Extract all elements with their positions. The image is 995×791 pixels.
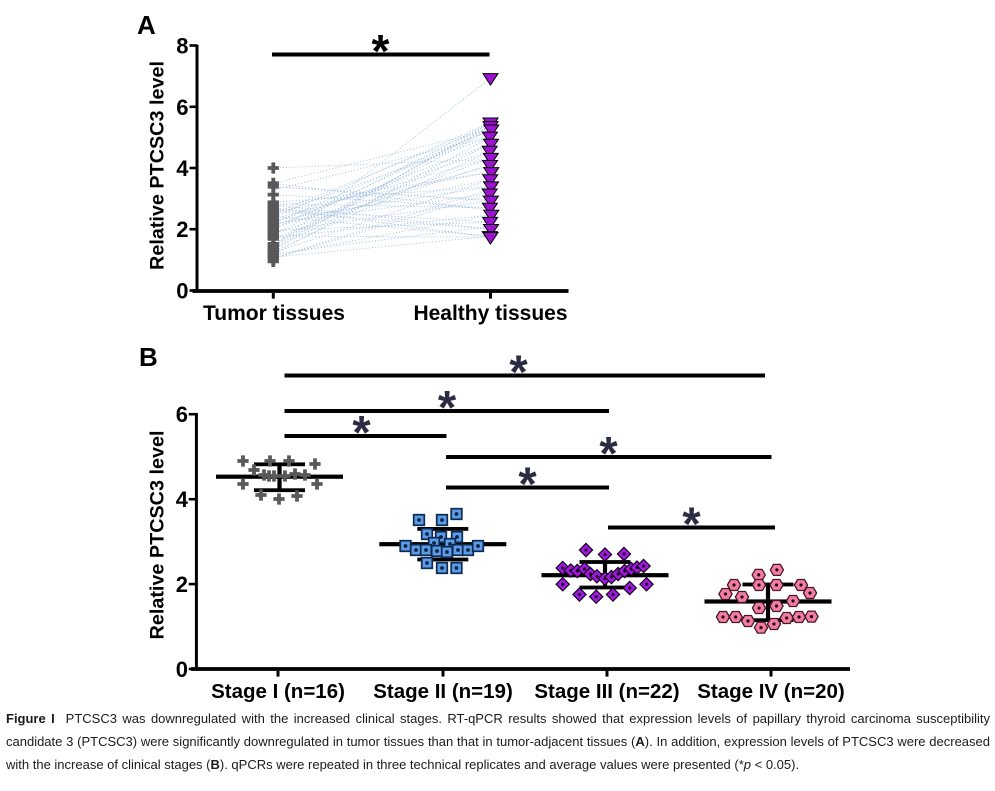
svg-text:0: 0 [176, 657, 188, 682]
svg-text:*: * [438, 381, 457, 434]
svg-text:*: * [518, 457, 537, 510]
svg-text:2: 2 [176, 217, 188, 242]
svg-text:6: 6 [176, 95, 188, 120]
svg-text:Stage II (n=19): Stage II (n=19) [373, 680, 513, 703]
svg-text:*: * [599, 427, 618, 480]
svg-text:Tumor tissues: Tumor tissues [203, 302, 345, 325]
svg-text:4: 4 [176, 487, 189, 512]
svg-text:*: * [372, 25, 390, 77]
svg-text:2: 2 [176, 572, 188, 597]
svg-text:Stage III (n=22): Stage III (n=22) [534, 680, 679, 703]
svg-text:*: * [352, 406, 371, 459]
svg-text:Healthy tissues: Healthy tissues [413, 302, 567, 325]
svg-text:8: 8 [176, 34, 188, 59]
svg-text:Stage IV (n=20): Stage IV (n=20) [697, 680, 845, 703]
svg-text:*: * [682, 497, 701, 550]
svg-text:Relative PTCSC3 level: Relative PTCSC3 level [147, 61, 169, 270]
svg-text:*: * [509, 345, 528, 398]
svg-text:6: 6 [176, 402, 188, 427]
svg-text:B: B [139, 342, 158, 372]
svg-text:A: A [137, 10, 156, 40]
svg-text:Stage I (n=16): Stage I (n=16) [211, 680, 345, 703]
svg-text:Relative PTCSC3 level: Relative PTCSC3 level [147, 431, 169, 640]
svg-text:4: 4 [176, 156, 189, 181]
svg-text:0: 0 [176, 279, 188, 304]
